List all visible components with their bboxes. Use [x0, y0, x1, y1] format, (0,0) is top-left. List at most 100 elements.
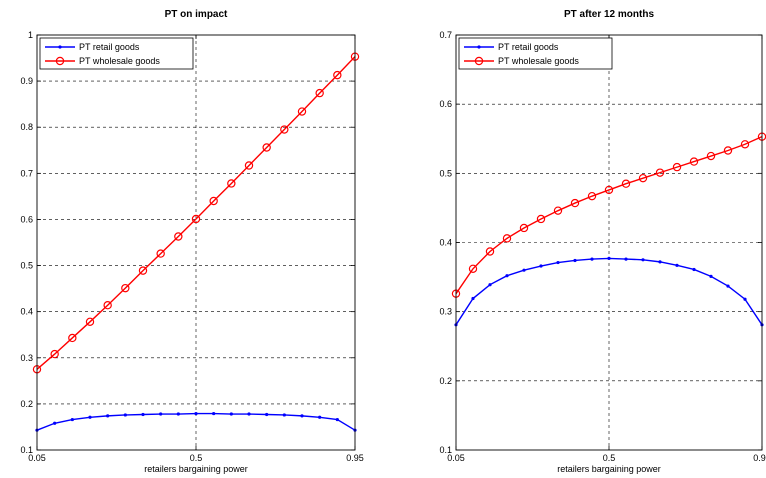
chart-1-legend-item-retail-marker — [58, 45, 62, 49]
chart-1-series-retail-point-13 — [265, 412, 269, 417]
chart-1-xtick-label-2: 0.95 — [346, 453, 364, 463]
chart-2-legend-box — [458, 37, 613, 70]
chart-1-series-wholesale-point-4 — [103, 301, 112, 310]
chart-2-series-retail-point-17 — [743, 297, 747, 301]
chart-1-ytick-label-5: 0.6 — [20, 214, 33, 224]
chart-2-series-wholesale-point-16 — [723, 146, 733, 155]
chart-2-series-retail-point-2 — [488, 283, 492, 287]
chart-1-series-retail-point-9 — [194, 411, 198, 416]
chart-2-series-wholesale-point-2 — [485, 247, 495, 256]
chart-2-series-retail-point-15 — [709, 274, 713, 278]
chart-1-series-wholesale-point-14 — [280, 125, 289, 134]
chart-2-axes-frame — [455, 34, 763, 451]
chart-2-series-wholesale-point-8 — [587, 191, 597, 201]
chart-1-title: PT on impact — [165, 9, 228, 20]
chart-2-series-wholesale-point-13 — [672, 162, 682, 172]
chart-1-series-wholesale-point-7 — [156, 249, 165, 258]
chart-2-series-retail-point-3 — [505, 274, 509, 278]
chart-1-ytick-label-0: 0.1 — [20, 445, 33, 455]
chart-1-series-wholesale-point-8 — [174, 232, 183, 241]
chart-1-series-retail-point-3 — [88, 415, 92, 419]
chart-2-series-wholesale-point-12 — [655, 168, 665, 177]
chart-1-series-wholesale-point-5 — [121, 283, 130, 293]
chart-2-ytick-label-4: 0.5 — [439, 168, 452, 178]
chart-2-series-retail — [454, 256, 764, 327]
chart-1-xtick-label-0: 0.05 — [28, 453, 46, 463]
chart-2-series-retail-point-12 — [658, 260, 662, 264]
chart-1-axes-frame — [36, 34, 356, 451]
chart-1-series-retail-point-2 — [70, 417, 74, 422]
chart-2-series-wholesale-point-5 — [536, 214, 546, 224]
chart-2-legend: PT retail goods PT wholesale goods — [458, 37, 613, 70]
chart-2-series-wholesale-point-7 — [570, 198, 580, 208]
chart-1-series-retail-point-5 — [123, 413, 127, 417]
chart-2-ytick-label-1: 0.2 — [439, 376, 452, 386]
chart-1-xtick-label-1: 0.5 — [190, 453, 203, 463]
chart-2-series-wholesale-point-9 — [604, 185, 614, 195]
chart-2-series-retail-point-10 — [624, 257, 628, 261]
chart-1-series-retail-point-6 — [141, 412, 145, 417]
chart-1-series-wholesale-point-9 — [191, 214, 201, 224]
chart-1-series-wholesale-point-3 — [85, 317, 95, 327]
chart-2-title: PT after 12 months — [564, 9, 654, 20]
chart-2-ytick-label-3: 0.4 — [439, 238, 452, 248]
chart-2-ytick-label-0: 0.1 — [439, 445, 452, 455]
chart-2-legend-item-wholesale-label: PT wholesale goods — [498, 56, 579, 66]
chart-2-series-retail-point-1 — [471, 296, 475, 301]
chart-2-series-retail-point-9 — [607, 256, 611, 261]
chart-2-series-wholesale-point-14 — [689, 157, 699, 166]
chart-2-xtick-label-0: 0.05 — [447, 453, 465, 463]
chart-2-series-retail-point-8 — [590, 257, 594, 261]
chart-2-series-wholesale-point-17 — [740, 140, 750, 149]
chart-1-legend-item-retail-label: PT retail goods — [79, 42, 140, 52]
chart-2-series-wholesale-point-6 — [553, 206, 563, 215]
chart-1-legend: PT retail goods PT wholesale goods — [39, 37, 194, 70]
chart-1-series-retail-point-12 — [247, 412, 251, 416]
chart-1-ytick-label-6: 0.7 — [20, 168, 33, 178]
chart-2-ytick-label-2: 0.3 — [439, 307, 452, 317]
chart-2-series-wholesale-line — [455, 136, 763, 295]
chart-1-series-retail — [35, 411, 357, 432]
chart-2-xtick-label-2: 0.95 — [753, 453, 766, 463]
chart-1-series-retail-point-15 — [300, 414, 304, 418]
chart-1-series-wholesale-point-13 — [262, 143, 271, 152]
chart-2-series-retail-point-13 — [675, 263, 679, 267]
chart-1-series-wholesale-point-17 — [333, 70, 342, 80]
chart-1-series-wholesale-point-1 — [50, 349, 59, 359]
chart-1-ytick-label-2: 0.3 — [20, 353, 33, 363]
chart-1-series-retail-point-14 — [282, 413, 286, 417]
chart-2-ytick-label-5: 0.6 — [439, 99, 452, 109]
chart-1-ytick-label-8: 0.9 — [20, 76, 33, 86]
chart-2-series-wholesale-point-3 — [502, 234, 512, 243]
chart-2-series-wholesale-point-1 — [468, 264, 478, 273]
chart-1-series-wholesale-point-11 — [227, 179, 236, 188]
chart-1-series-wholesale-line — [36, 56, 356, 370]
chart-2-legend-item-retail-label: PT retail goods — [498, 42, 559, 52]
chart-1-ytick-label-4: 0.5 — [20, 261, 33, 271]
chart-2-series-retail-point-5 — [539, 264, 543, 268]
chart-2-series-wholesale-point-10 — [621, 179, 631, 188]
chart-2-legend-item-retail-marker — [477, 45, 481, 49]
chart-1-series-wholesale-point-15 — [297, 107, 307, 116]
chart-2-xtick-label-1: 0.5 — [603, 453, 616, 463]
chart-1-ytick-label-9: 1 — [28, 30, 33, 40]
chart-1-xlabel: retailers bargaining power — [144, 464, 248, 474]
chart-2-legend-item-wholesale-marker — [474, 56, 484, 66]
chart-2: 0.1 0.2 0.3 0.4 0.5 0.6 0.7 0.05 0.5 0.95 PT after… — [439, 9, 766, 474]
chart-2-ytick-label-6: 0.7 — [439, 30, 452, 40]
chart-2-xlabel: retailers bargaining power — [557, 464, 661, 474]
chart-2-series-wholesale-point-4 — [519, 223, 529, 233]
chart-1-series-retail-point-17 — [335, 417, 339, 422]
chart-1-legend-box — [39, 37, 194, 70]
chart-1-series-retail-point-4 — [106, 414, 110, 418]
chart-2-series-retail-point-4 — [522, 268, 526, 272]
chart-1-series-wholesale-point-2 — [68, 333, 77, 343]
chart-1-plot-area — [37, 35, 355, 450]
chart-1-series-wholesale-point-6 — [138, 266, 148, 275]
chart-1-series-retail-point-10 — [212, 411, 216, 416]
chart-2-series-retail-point-6 — [556, 260, 560, 265]
chart-1: 0.1 0.2 0.3 0.4 0.5 0.6 0.7 0.8 0.9 1 0.05 0.5 0.95 P… — [20, 9, 363, 474]
chart-1-ytick-label-3: 0.4 — [20, 307, 33, 317]
chart-2-series-wholesale-point-11 — [638, 173, 648, 183]
